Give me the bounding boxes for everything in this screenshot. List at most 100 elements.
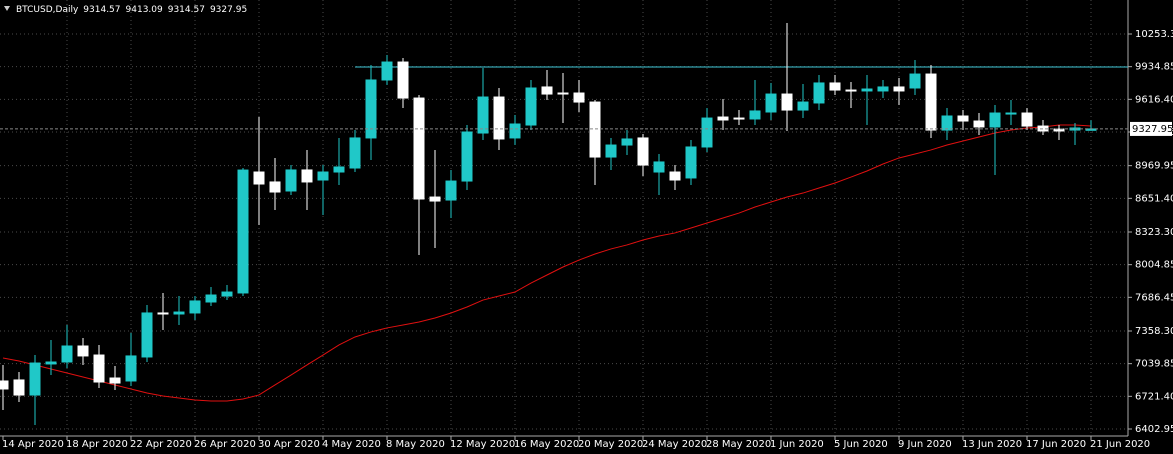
- candle-body: [221, 291, 233, 297]
- candle-body: [573, 92, 585, 103]
- candle-body: [605, 144, 617, 158]
- x-tick-label: 28 May 2020: [706, 439, 771, 450]
- candle-body: [13, 379, 25, 396]
- candle-body: [541, 86, 553, 95]
- x-tick-label: 14 Apr 2020: [2, 439, 64, 450]
- candle-body: [445, 180, 457, 201]
- candle-body: [45, 361, 57, 365]
- candle-body: [429, 196, 441, 202]
- candle-body: [509, 123, 521, 139]
- candle-body: [189, 300, 201, 314]
- x-tick-label: 5 Jun 2020: [834, 439, 888, 450]
- candle-body: [461, 131, 473, 182]
- candle-body: [1053, 128, 1065, 132]
- candle-body: [989, 112, 1001, 128]
- y-tick-label: 8004.85: [1135, 260, 1173, 271]
- y-tick-label: 9934.85: [1135, 62, 1173, 73]
- candle-body: [957, 115, 969, 122]
- x-tick-label: 22 Apr 2020: [130, 439, 192, 450]
- y-tick-label: 8969.95: [1135, 161, 1173, 172]
- candle-body: [701, 117, 713, 148]
- candle-body: [29, 362, 41, 396]
- chart-header: BTCUSD,Daily 9314.57 9413.09 9314.57 9327.95: [16, 5, 247, 15]
- y-tick-label: 8323.30: [1135, 227, 1173, 238]
- candle-body: [973, 120, 985, 128]
- candle-body: [205, 294, 217, 303]
- candle-body: [1021, 112, 1033, 127]
- candle-body: [381, 61, 393, 81]
- candle-body: [669, 171, 681, 181]
- candle-body: [861, 88, 873, 92]
- x-tick-label: 18 Apr 2020: [66, 439, 128, 450]
- candle-body: [109, 377, 121, 384]
- x-tick-label: 8 May 2020: [386, 439, 445, 450]
- candle-body: [749, 110, 761, 120]
- y-tick-label: 7686.45: [1135, 292, 1173, 303]
- candle-body: [557, 92, 569, 95]
- candle-body: [893, 86, 905, 92]
- ohlc-value: 9314.57: [168, 5, 205, 15]
- candle-body: [333, 166, 345, 173]
- candle-body: [0, 380, 9, 390]
- candle-body: [525, 87, 537, 126]
- candle-body: [141, 312, 153, 358]
- candle-body: [77, 345, 89, 357]
- candle-body: [637, 137, 649, 166]
- candle-body: [941, 115, 953, 131]
- candle-body: [301, 169, 313, 183]
- x-tick-label: 24 May 2020: [642, 439, 707, 450]
- candle-body: [173, 311, 185, 315]
- ohlc-value: 9314.57: [83, 5, 120, 15]
- y-tick-label: 6402.95: [1135, 424, 1173, 435]
- candle-body: [157, 312, 169, 315]
- x-tick-label: 30 Apr 2020: [258, 439, 320, 450]
- y-tick-label: 7039.85: [1135, 359, 1173, 370]
- y-tick-label: 6721.40: [1135, 391, 1173, 402]
- candle-body: [93, 354, 105, 383]
- candle-body: [285, 169, 297, 192]
- candle-body: [125, 355, 137, 382]
- candle-body: [61, 345, 73, 363]
- x-tick-label: 4 May 2020: [322, 439, 381, 450]
- candle-body: [1005, 112, 1017, 115]
- price-label: 9327.95: [1132, 124, 1173, 135]
- candle-body: [733, 117, 745, 120]
- x-tick-label: 21 Jun 2020: [1090, 439, 1150, 450]
- ohlc-value: 9413.09: [126, 5, 163, 15]
- candle-body: [925, 73, 937, 131]
- candle-body: [621, 138, 633, 146]
- y-tick-label: 8651.40: [1135, 193, 1173, 204]
- candle-body: [493, 96, 505, 140]
- x-tick-label: 20 May 2020: [578, 439, 643, 450]
- candle-body: [717, 116, 729, 121]
- candle-body: [349, 137, 361, 169]
- candle-body: [589, 101, 601, 158]
- moving-average: [2, 124, 1092, 402]
- candle-body: [365, 79, 377, 139]
- candle-body: [397, 61, 409, 99]
- candle-body: [909, 73, 921, 89]
- y-tick-label: 7358.30: [1135, 326, 1173, 337]
- candle-body: [797, 101, 809, 111]
- candle-body: [781, 93, 793, 111]
- x-tick-label: 16 May 2020: [514, 439, 579, 450]
- candle-body: [413, 97, 425, 200]
- x-tick-label: 9 Jun 2020: [898, 439, 952, 450]
- x-tick-label: 17 Jun 2020: [1026, 439, 1086, 450]
- y-tick-label: 10253.30: [1135, 29, 1173, 40]
- title: BTCUSD,Daily: [16, 5, 79, 15]
- y-tick-label: 9616.40: [1135, 94, 1173, 105]
- candle-body: [317, 171, 329, 181]
- candle-body: [765, 93, 777, 113]
- candle-body: [877, 86, 889, 92]
- x-tick-label: 26 Apr 2020: [194, 439, 256, 450]
- symbol-icon: [4, 6, 10, 11]
- candle-body: [813, 82, 825, 104]
- ohlc-value: 9327.95: [210, 5, 247, 15]
- candle-body: [237, 169, 249, 294]
- x-tick-label: 1 Jun 2020: [770, 439, 824, 450]
- candle-body: [269, 181, 281, 193]
- candle-body: [253, 171, 265, 185]
